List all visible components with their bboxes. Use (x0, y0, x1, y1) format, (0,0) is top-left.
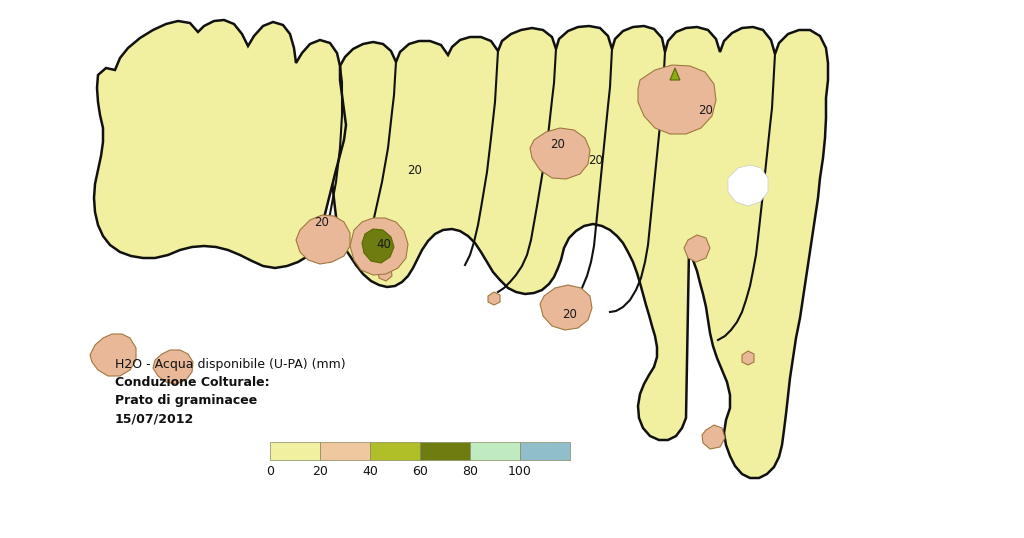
Polygon shape (350, 218, 408, 275)
Text: 20: 20 (314, 216, 330, 229)
Polygon shape (728, 165, 768, 206)
Polygon shape (90, 334, 136, 376)
Polygon shape (362, 229, 394, 263)
Bar (319, 442, 370, 460)
Text: 80: 80 (462, 465, 478, 478)
Bar (270, 442, 319, 460)
Polygon shape (540, 285, 592, 330)
Bar (370, 442, 420, 460)
Text: 20: 20 (562, 308, 578, 322)
Text: 20: 20 (551, 138, 565, 152)
Text: H2O - Acqua disponibile (U-PA) (mm): H2O - Acqua disponibile (U-PA) (mm) (115, 358, 346, 371)
Text: Conduzione Colturale:: Conduzione Colturale: (115, 376, 269, 389)
Text: 60: 60 (412, 465, 428, 478)
Text: 20: 20 (408, 164, 423, 176)
Polygon shape (296, 215, 350, 264)
Text: Prato di graminacee: Prato di graminacee (115, 394, 257, 407)
Polygon shape (670, 68, 680, 80)
Polygon shape (378, 265, 392, 281)
Text: 40: 40 (377, 238, 391, 251)
Polygon shape (684, 235, 710, 262)
Text: 100: 100 (508, 465, 531, 478)
Polygon shape (702, 425, 725, 449)
Text: 40: 40 (362, 465, 378, 478)
Polygon shape (153, 350, 193, 384)
Text: 20: 20 (698, 103, 714, 117)
Polygon shape (638, 65, 716, 134)
Polygon shape (94, 20, 346, 268)
Bar (520, 442, 570, 460)
Bar (470, 442, 520, 460)
Text: 0: 0 (266, 465, 274, 478)
Text: 15/07/2012: 15/07/2012 (115, 412, 195, 425)
Polygon shape (330, 26, 828, 478)
Text: 20: 20 (312, 465, 328, 478)
Polygon shape (488, 292, 500, 305)
Polygon shape (742, 351, 754, 365)
Text: 20: 20 (589, 153, 603, 166)
Bar (420, 442, 470, 460)
Polygon shape (530, 128, 590, 179)
